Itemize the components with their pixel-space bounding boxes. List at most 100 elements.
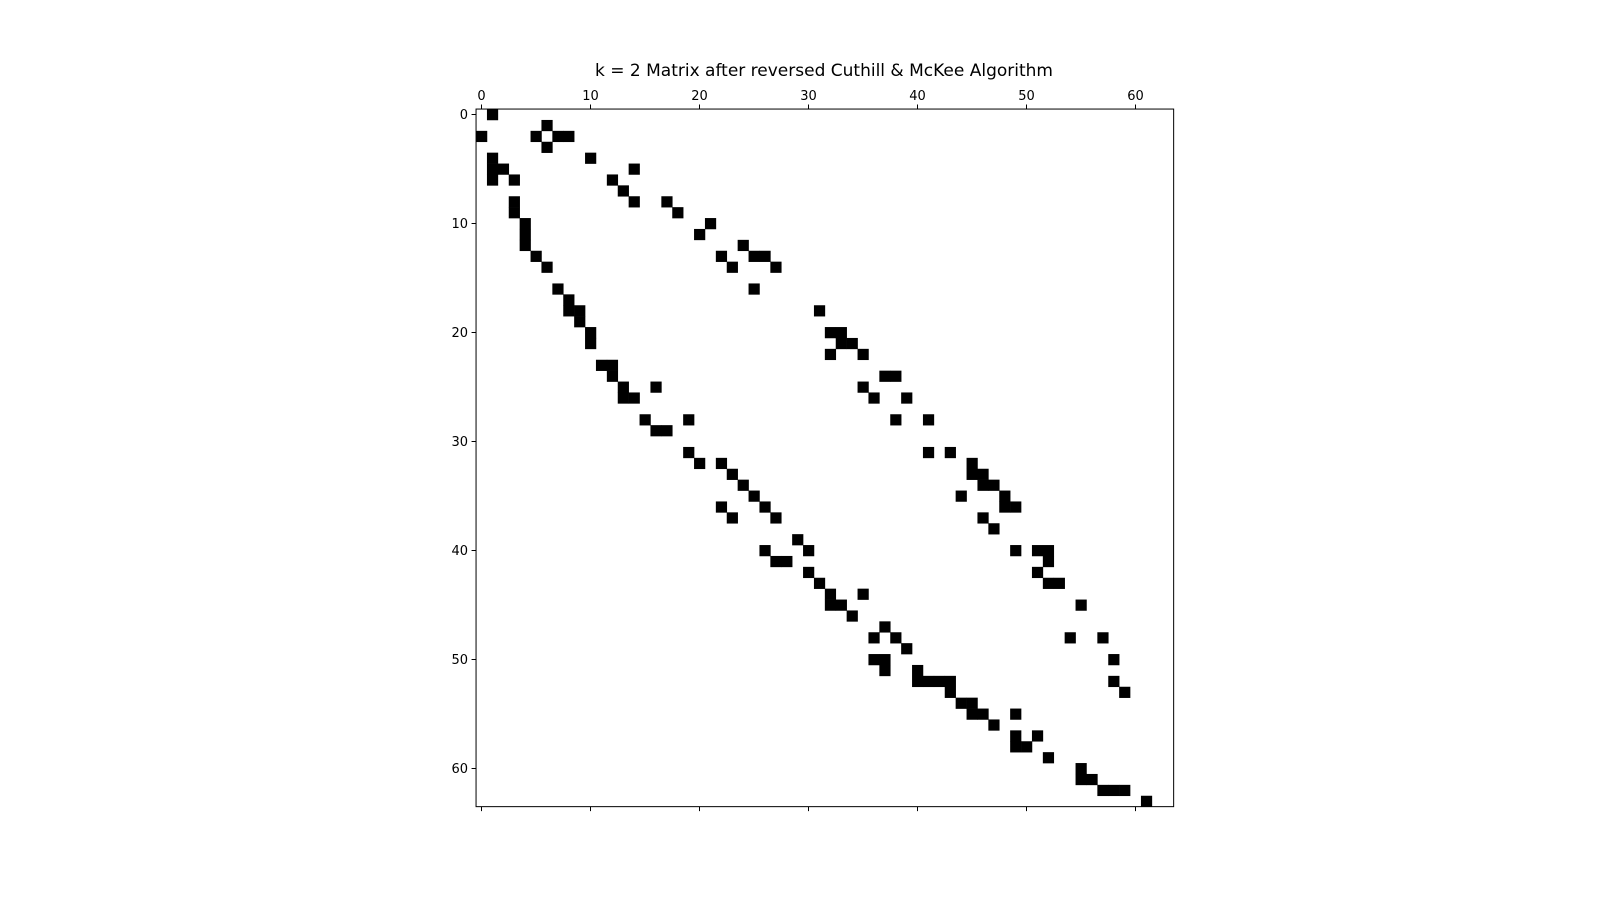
matrix-cell — [694, 228, 706, 241]
matrix-cell — [1097, 632, 1109, 644]
matrix-cell — [606, 359, 619, 371]
x-tick-label: 30 — [800, 89, 817, 104]
matrix-cell — [497, 163, 510, 175]
matrix-cell — [661, 425, 673, 437]
matrix-cell — [879, 664, 891, 677]
matrix-cell — [1086, 773, 1098, 786]
matrix-cell — [879, 370, 891, 382]
matrix-cell — [737, 479, 749, 491]
matrix-cell — [585, 327, 597, 339]
matrix-cell — [803, 566, 815, 579]
matrix-cell — [1010, 708, 1022, 720]
matrix-cell — [726, 261, 738, 273]
matrix-cell — [988, 479, 1000, 491]
x-tick-label: 10 — [582, 89, 599, 104]
matrix-cell — [813, 305, 826, 317]
x-tick-label: 50 — [1018, 89, 1035, 104]
matrix-cell — [1108, 784, 1120, 797]
matrix-cell — [628, 196, 640, 208]
matrix-cell — [857, 381, 869, 393]
matrix-cell — [617, 185, 629, 197]
matrix-cell — [868, 654, 880, 666]
matrix-cell — [955, 490, 967, 502]
matrix-cell — [595, 359, 608, 371]
matrix-cell — [508, 207, 520, 219]
matrix-cell — [1119, 784, 1131, 797]
matrix-cell — [476, 130, 488, 143]
matrix-cell — [1010, 730, 1022, 742]
matrix-cell — [1075, 599, 1087, 611]
matrix-cell — [704, 218, 717, 230]
matrix-cell — [901, 392, 913, 404]
matrix-cell — [770, 555, 782, 568]
matrix-cell — [617, 381, 629, 393]
x-tick-label: 0 — [477, 89, 485, 104]
matrix-cell — [748, 250, 760, 262]
matrix-cell — [922, 414, 935, 426]
matrix-cell — [726, 512, 738, 524]
matrix-cell — [988, 523, 1000, 535]
matrix-cell — [606, 370, 619, 382]
matrix-cell — [715, 250, 728, 262]
matrix-cell — [824, 588, 837, 600]
matrix-cell — [966, 457, 978, 470]
matrix-cell — [846, 610, 858, 622]
matrix-cell — [955, 697, 967, 709]
matrix-cell — [694, 457, 706, 470]
matrix-cell — [966, 708, 978, 720]
x-tick-label: 20 — [691, 89, 708, 104]
matrix-cell — [824, 599, 837, 611]
matrix-cell — [999, 490, 1011, 502]
matrix-cell — [1021, 741, 1033, 753]
matrix-cell — [770, 512, 782, 524]
matrix-cell — [824, 327, 837, 339]
matrix-cell — [868, 632, 880, 644]
ticks-layer: 0 10 20 30 40 50 60 0 10 20 30 40 50 60 — [452, 89, 1144, 812]
matrix-cell — [781, 555, 793, 568]
matrix-cell — [486, 163, 499, 175]
y-tick-label: 60 — [452, 762, 469, 777]
x-tick-label: 60 — [1127, 89, 1144, 104]
matrix-cell — [574, 305, 586, 317]
matrix-cell — [1031, 566, 1044, 579]
matrix-cell — [519, 228, 531, 241]
matrix-cell — [650, 425, 662, 437]
matrix-cell — [1064, 632, 1076, 644]
matrix-cell — [988, 719, 1000, 731]
matrix-cell — [563, 294, 575, 306]
matrix-cell — [585, 337, 597, 350]
y-tick-label: 40 — [452, 544, 469, 559]
matrix-cell — [650, 381, 662, 393]
matrix-cell — [1042, 555, 1055, 568]
plot-frame — [475, 108, 1175, 808]
matrix-cell — [628, 392, 640, 404]
matrix-cell — [879, 621, 891, 633]
matrix-cell — [857, 588, 869, 600]
matrix-cell — [835, 337, 847, 350]
matrix-cell — [530, 130, 542, 143]
matrix-cell — [574, 316, 586, 328]
y-tick-label: 0 — [460, 108, 468, 123]
matrix-cell — [1010, 545, 1022, 557]
matrix-cell — [683, 446, 695, 459]
matrix-cell — [606, 174, 619, 186]
matrix-cell — [1042, 752, 1055, 764]
matrix-cell — [541, 119, 553, 132]
matrix-cell — [1108, 654, 1120, 666]
y-tick-label: 50 — [452, 653, 469, 668]
matrix-cell — [563, 130, 575, 143]
matrix-cell — [1042, 545, 1055, 557]
matrix-cell — [813, 577, 826, 589]
matrix-cell — [835, 599, 847, 611]
matrix-cell — [519, 218, 531, 230]
matrix-cell — [1119, 686, 1131, 698]
matrix-cell — [999, 501, 1011, 513]
matrix-cell — [835, 327, 847, 339]
y-tick-label: 20 — [452, 326, 469, 341]
matrix-cell — [759, 545, 771, 557]
matrix-cell — [759, 501, 771, 513]
matrix-cell — [977, 512, 989, 524]
matrix-cell — [1010, 741, 1022, 753]
matrix-cell — [552, 283, 564, 295]
matrix-cell — [966, 697, 978, 709]
